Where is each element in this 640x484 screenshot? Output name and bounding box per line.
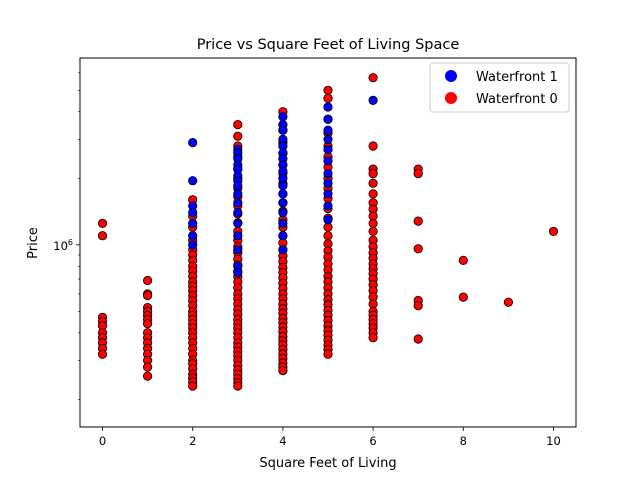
data-point-waterfront-1 [323,215,333,225]
plot-frame [79,57,577,428]
data-point-waterfront-0 [278,365,288,376]
data-point-waterfront-0 [323,85,333,95]
x-tick-label: 0 [99,434,106,448]
data-point-waterfront-0 [143,371,153,381]
data-point-waterfront-0 [368,141,378,151]
data-point-waterfront-0 [548,226,559,236]
data-point-waterfront-0 [458,292,468,302]
data-point-waterfront-0 [368,333,378,343]
data-point-waterfront-0 [368,169,378,179]
data-point-waterfront-0 [368,73,378,83]
data-point-waterfront-1 [188,138,198,148]
data-point-waterfront-0 [413,301,423,311]
data-point-waterfront-0 [97,218,108,228]
data-point-waterfront-1 [323,169,333,179]
legend-marker-waterfront-1 [445,70,457,82]
data-point-waterfront-0 [458,255,468,265]
data-point-waterfront-1 [233,218,243,228]
data-point-waterfront-1 [278,231,288,241]
data-point-waterfront-1 [233,207,243,218]
data-point-waterfront-1 [323,156,333,166]
y-tick-label: 106 [53,238,73,253]
data-point-waterfront-0 [368,226,378,236]
data-point-waterfront-0 [413,216,423,226]
data-point-waterfront-0 [233,120,243,130]
x-tick-label: 8 [460,434,467,448]
data-point-waterfront-1 [323,189,333,199]
data-point-waterfront-1 [188,207,198,218]
y-axis-label: Price [26,227,41,259]
x-axis-label: Square Feet of Living [259,456,396,471]
data-point-waterfront-1 [323,102,333,112]
x-tick-label: 6 [369,434,376,448]
data-point-waterfront-1 [278,245,288,255]
data-point-waterfront-0 [143,275,153,286]
legend-box [429,62,570,113]
legend-label-waterfront-1: Waterfront 1 [476,70,558,85]
data-point-waterfront-1 [278,207,288,218]
data-point-waterfront-1 [188,231,198,241]
data-point-waterfront-1 [233,231,243,241]
data-point-waterfront-0 [97,231,108,241]
x-axis-ticks: 0 2 4 6 8 10 [99,427,561,448]
data-point-waterfront-1 [323,114,333,124]
data-point-waterfront-0 [188,381,198,391]
data-point-waterfront-0 [368,189,378,199]
data-point-waterfront-1 [323,134,333,144]
data-point-waterfront-1 [233,198,243,208]
data-point-waterfront-0 [323,349,333,359]
chart-title: Price vs Square Feet of Living Space [197,37,460,53]
data-point-waterfront-1 [368,95,378,106]
data-point-waterfront-1 [233,189,243,199]
x-tick-label: 4 [279,434,286,448]
data-point-waterfront-0 [233,381,243,391]
legend-marker-waterfront-0 [445,92,457,104]
data-point-waterfront-0 [143,362,153,372]
data-point-waterfront-1 [188,240,198,250]
data-point-waterfront-1 [278,189,288,199]
data-point-waterfront-1 [278,112,288,122]
data-point-waterfront-0 [413,244,423,254]
data-point-waterfront-1 [188,218,198,228]
data-point-waterfront-0 [233,131,243,141]
data-point-waterfront-1 [323,201,333,211]
data-point-waterfront-1 [188,176,198,186]
data-point-waterfront-1 [278,198,288,208]
legend: Waterfront 1 Waterfront 0 [429,62,570,113]
data-point-waterfront-0 [143,290,153,301]
data-point-waterfront-1 [233,181,243,191]
data-point-waterfront-1 [278,181,288,191]
data-point-waterfront-1 [323,125,333,135]
data-point-waterfront-1 [323,178,333,188]
data-point-waterfront-0 [503,297,513,307]
data-point-waterfront-1 [278,218,288,228]
data-point-waterfront-0 [323,222,333,232]
data-point-waterfront-1 [278,125,288,135]
data-point-waterfront-0 [368,218,378,228]
data-point-waterfront-1 [323,144,333,155]
x-tick-label: 10 [546,434,561,448]
data-point-waterfront-0 [97,349,108,359]
data-point-waterfront-0 [143,319,153,329]
legend-label-waterfront-0: Waterfront 0 [476,92,558,107]
data-point-waterfront-0 [368,178,378,188]
x-tick-label: 2 [189,434,196,448]
data-point-waterfront-0 [413,169,423,179]
data-point-waterfront-1 [233,267,243,278]
points-layer [97,73,559,391]
data-point-waterfront-0 [323,93,333,103]
y-axis-ticks: 106 [53,72,80,400]
data-point-waterfront-1 [233,245,243,255]
data-point-waterfront-0 [413,334,423,344]
data-point-waterfront-0 [323,231,333,241]
